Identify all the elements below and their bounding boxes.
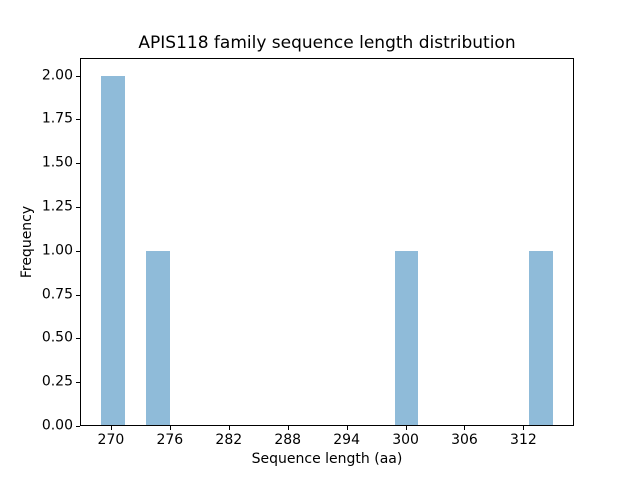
y-tick-label: 0.00 [41, 417, 73, 434]
x-tick-mark [169, 426, 171, 430]
y-tick-label: 1.00 [41, 242, 73, 259]
x-tick-mark [346, 426, 348, 430]
y-tick-mark [76, 75, 80, 77]
y-tick-mark [76, 338, 80, 340]
y-tick-label: 0.50 [41, 329, 73, 346]
x-tick-label: 288 [274, 432, 302, 448]
plot-area [80, 58, 574, 426]
histogram-bar [529, 250, 553, 425]
y-tick-label: 0.75 [41, 286, 73, 303]
x-tick-mark [110, 426, 112, 430]
y-tick-mark [76, 163, 80, 165]
y-tick-label: 1.25 [41, 198, 73, 215]
y-tick-mark [76, 119, 80, 121]
x-tick-mark [523, 426, 525, 430]
y-tick-label: 1.75 [41, 110, 73, 127]
chart-title: APIS118 family sequence length distribut… [138, 33, 516, 53]
x-tick-mark [464, 426, 466, 430]
histogram-bar [101, 75, 125, 425]
y-tick-mark [76, 382, 80, 384]
x-tick-mark [228, 426, 230, 430]
y-tick-mark [76, 250, 80, 252]
x-tick-label: 306 [451, 432, 478, 448]
x-tick-mark [287, 426, 289, 430]
y-tick-label: 2.00 [41, 67, 73, 84]
y-tick-mark [76, 206, 80, 208]
x-tick-label: 282 [215, 432, 243, 448]
y-tick-mark [76, 294, 80, 296]
x-tick-label: 300 [392, 432, 419, 448]
y-tick-label: 1.50 [41, 154, 73, 171]
x-tick-label: 270 [97, 432, 125, 448]
x-tick-label: 294 [333, 432, 361, 448]
y-tick-label: 0.25 [41, 373, 73, 390]
x-tick-mark [405, 426, 407, 430]
histogram-bar [394, 250, 419, 425]
y-axis-label: Frequency [19, 205, 35, 279]
x-axis-label: Sequence length (aa) [251, 451, 403, 467]
histogram-bar [146, 250, 170, 425]
x-tick-label: 276 [156, 432, 184, 448]
y-tick-mark [76, 426, 80, 427]
x-tick-label: 312 [510, 432, 537, 448]
